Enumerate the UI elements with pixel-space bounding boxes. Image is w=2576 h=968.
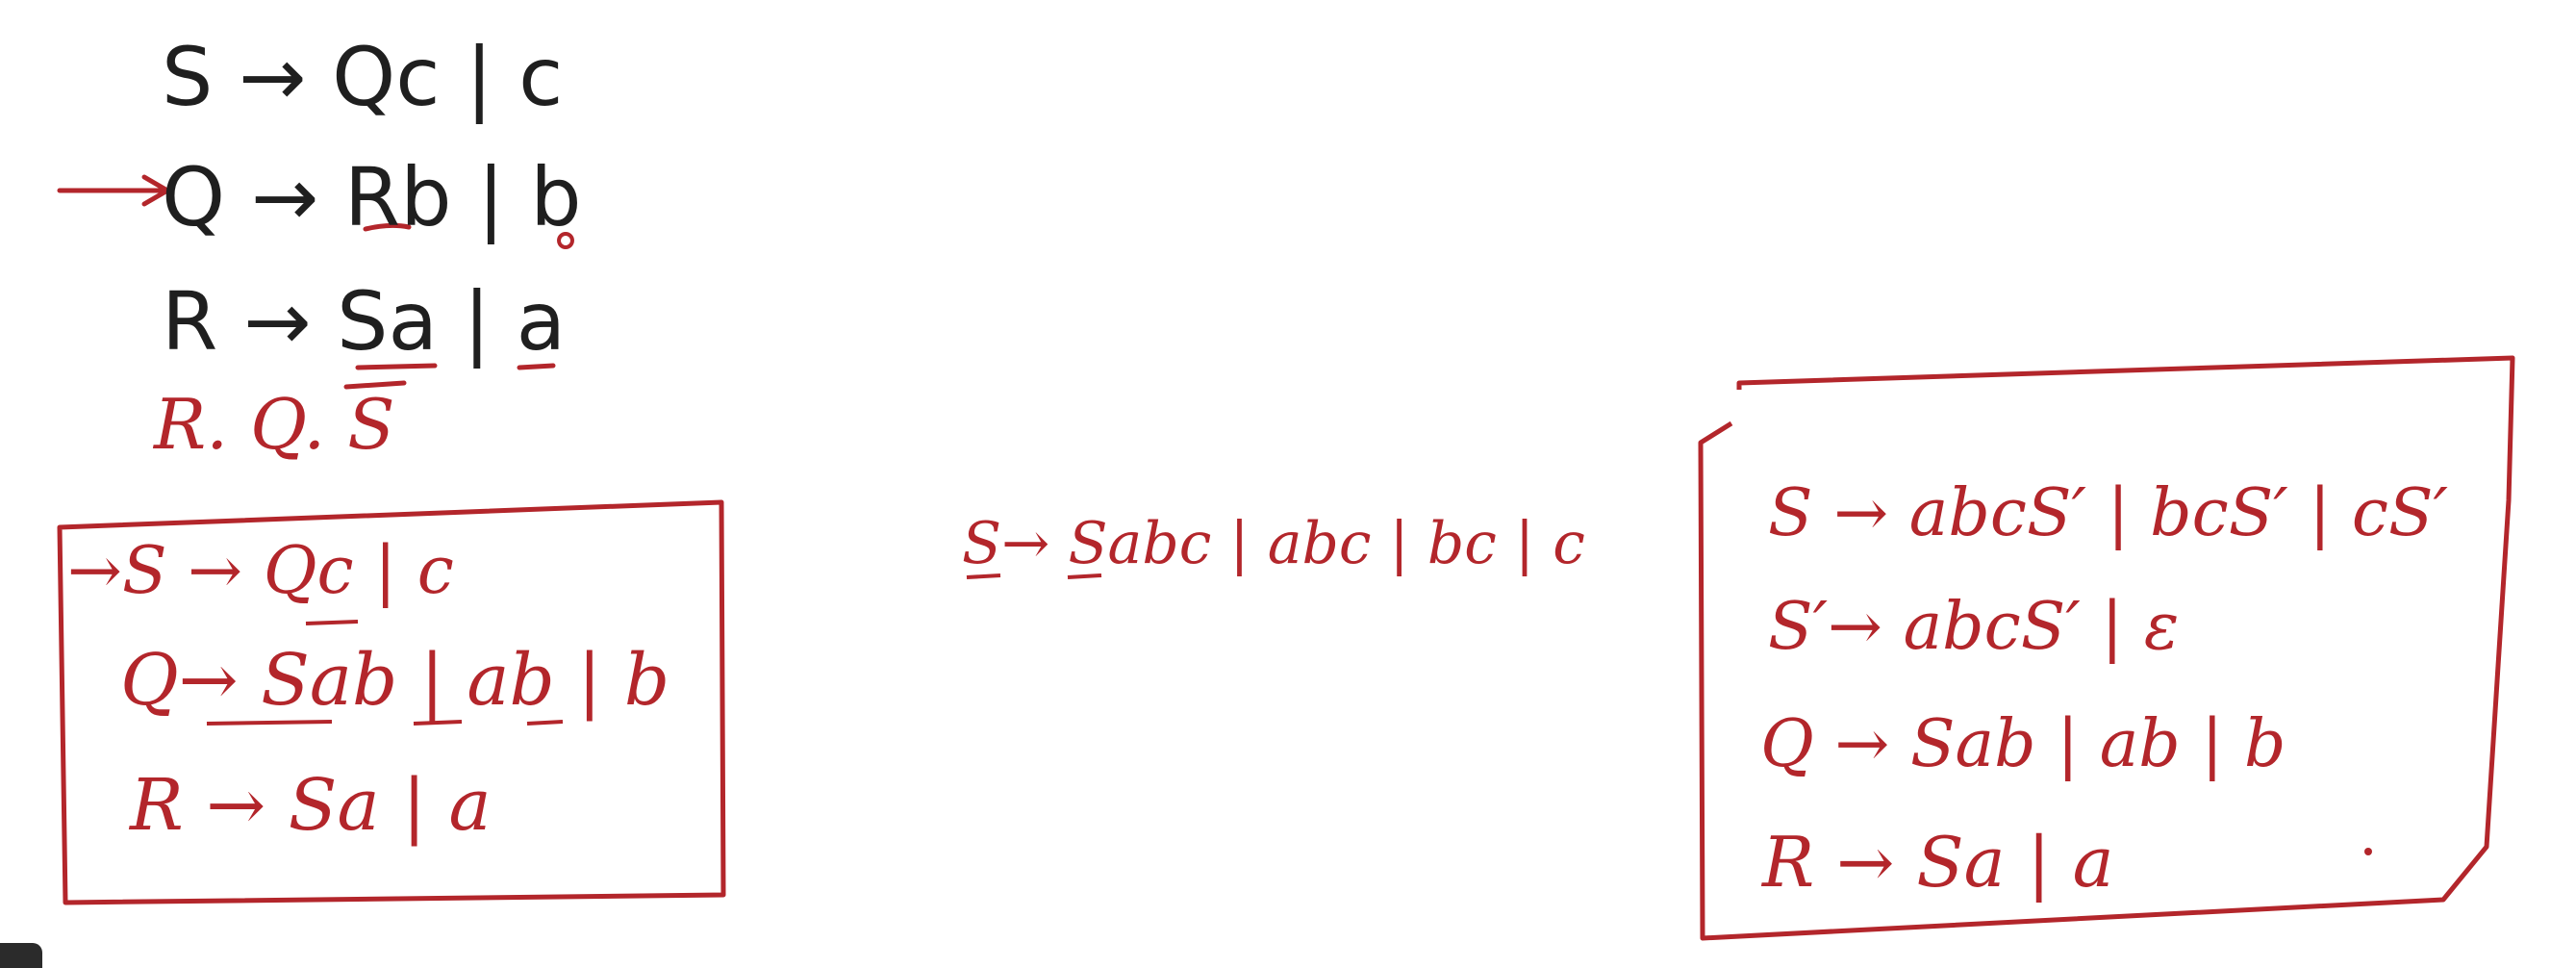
typed-rule-r: R → Sa | a	[162, 274, 567, 369]
underline-ab	[413, 720, 463, 726]
box-left-rule-s: →S → Qc | c	[67, 533, 454, 609]
elimination-order-note: R. Q. S	[154, 384, 395, 465]
red-arrow-icon	[57, 174, 172, 207]
box-left-rule-r: R → Sa | a	[130, 764, 492, 847]
typed-rule-s: S → Qc | c	[162, 30, 564, 124]
ink-dot	[2364, 848, 2372, 855]
underline-qc	[305, 620, 359, 625]
box-right-rule-r: R → Sa | a	[1762, 822, 2114, 903]
middle-rule-s: S→ Sabc | abc | bc | c	[962, 510, 1585, 577]
box-right-rule-s: S → abcS′ | bcS′ | cS′	[1768, 475, 2448, 551]
underline-b	[526, 720, 564, 726]
box-right-rule-q: Q → Sab | ab | b	[1760, 706, 2286, 782]
typed-rule-q: Q → Rb | b	[162, 150, 582, 244]
box-right-rule-s-prime: S′→ abcS′ | ε	[1768, 589, 2180, 665]
dark-tab-icon	[0, 943, 42, 968]
underline-sab	[206, 720, 333, 726]
box-left-rule-q: Q→ Sab | ab | b	[120, 639, 670, 722]
